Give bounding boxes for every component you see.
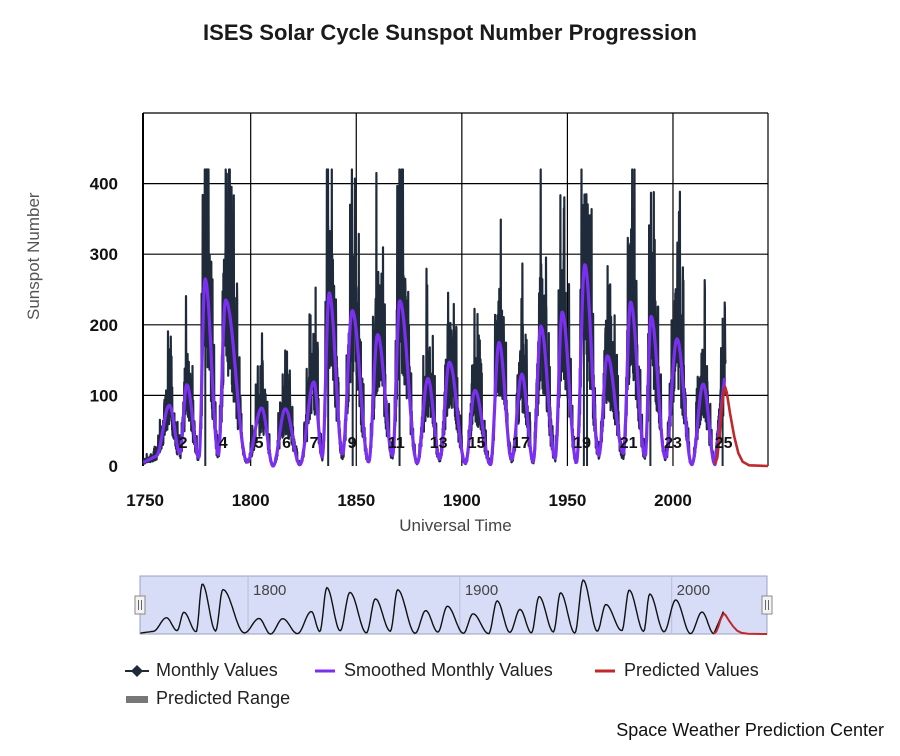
range-navigator[interactable]: 1800 1900 2000 (0, 570, 900, 645)
gray-bar-icon (126, 695, 148, 703)
legend-item-monthly[interactable]: Monthly Values (124, 660, 278, 681)
smoothed-values-series (142, 263, 727, 468)
legend-item-predicted[interactable]: Predicted Values (594, 660, 759, 681)
navigator-series (140, 579, 725, 635)
navigator-right-handle[interactable] (761, 595, 773, 615)
navigator-predicted-series (713, 612, 768, 635)
cycle-number-label: 23 (664, 435, 682, 452)
y-tick-label: 400 (90, 175, 118, 194)
navigator-selection (139, 575, 768, 635)
legend-label-monthly: Monthly Values (156, 660, 278, 680)
x-tick-label: 1750 (126, 491, 164, 510)
legend-item-smoothed[interactable]: Smoothed Monthly Values (314, 660, 553, 681)
cycle-number-label: 5 (255, 435, 264, 452)
legend-label-range: Predicted Range (156, 688, 291, 708)
handle-grip (134, 595, 146, 615)
x-axis-label: Universal Time (399, 516, 512, 535)
cycle-number-label: 2 (179, 435, 188, 452)
purple-line-icon (315, 669, 335, 672)
cycle-number-label: 19 (573, 435, 591, 452)
y-tick-label: 0 (109, 457, 118, 476)
predicted-values-series (713, 385, 769, 468)
predicted-values-layer (713, 385, 769, 468)
smoothed-values-layer (142, 263, 727, 468)
diamond-line-icon (125, 664, 149, 677)
navigator-year-label: 1800 (253, 582, 286, 599)
x-tick-label: 1900 (443, 491, 481, 510)
red-line-icon (595, 669, 615, 672)
cycle-number-label: 25 (715, 435, 733, 452)
x-tick-label: 1850 (337, 491, 375, 510)
y-tick-label: 200 (90, 316, 118, 335)
cycle-number-label: 9 (348, 435, 357, 452)
sunspot-chart[interactable]: 0 100 200 300 400 1750 1800 1850 1900 1950 2000 2 4… (0, 0, 900, 560)
y-tick-label: 100 (90, 386, 118, 405)
legend-item-range[interactable]: Predicted Range (124, 688, 290, 709)
cycle-number-label: 13 (430, 435, 448, 452)
x-tick-label: 1950 (548, 491, 586, 510)
cycle-number-label: 11 (388, 435, 405, 452)
cycle-number-label: 7 (310, 435, 319, 452)
x-tick-label: 1800 (232, 491, 270, 510)
cycle-number-label: 17 (512, 435, 530, 452)
legend-label-predicted: Predicted Values (624, 660, 759, 680)
cycle-number-label: 21 (620, 435, 638, 452)
handle-grip (761, 595, 773, 615)
axis-layer: 0 100 200 300 400 1750 1800 1850 1900 1950 2000 (90, 175, 692, 510)
cycle-number-label: 4 (219, 435, 228, 452)
chart-title: ISES Solar Cycle Sunspot Number Progress… (203, 20, 697, 45)
legend-label-smoothed: Smoothed Monthly Values (344, 660, 553, 680)
navigator-left-handle[interactable] (134, 595, 146, 615)
navigator-year-label: 2000 (677, 582, 710, 599)
y-tick-label: 300 (90, 245, 118, 264)
x-tick-label: 2000 (654, 491, 692, 510)
cycle-number-label: 15 (468, 435, 486, 452)
navigator-year-label: 1900 (465, 582, 498, 599)
credit-text: Space Weather Prediction Center (616, 720, 884, 740)
cycle-labels-layer: 2 4 5 6 7 9 11 13 15 17 19 21 23 25 (179, 435, 733, 452)
cycle-number-label: 6 (282, 435, 291, 452)
